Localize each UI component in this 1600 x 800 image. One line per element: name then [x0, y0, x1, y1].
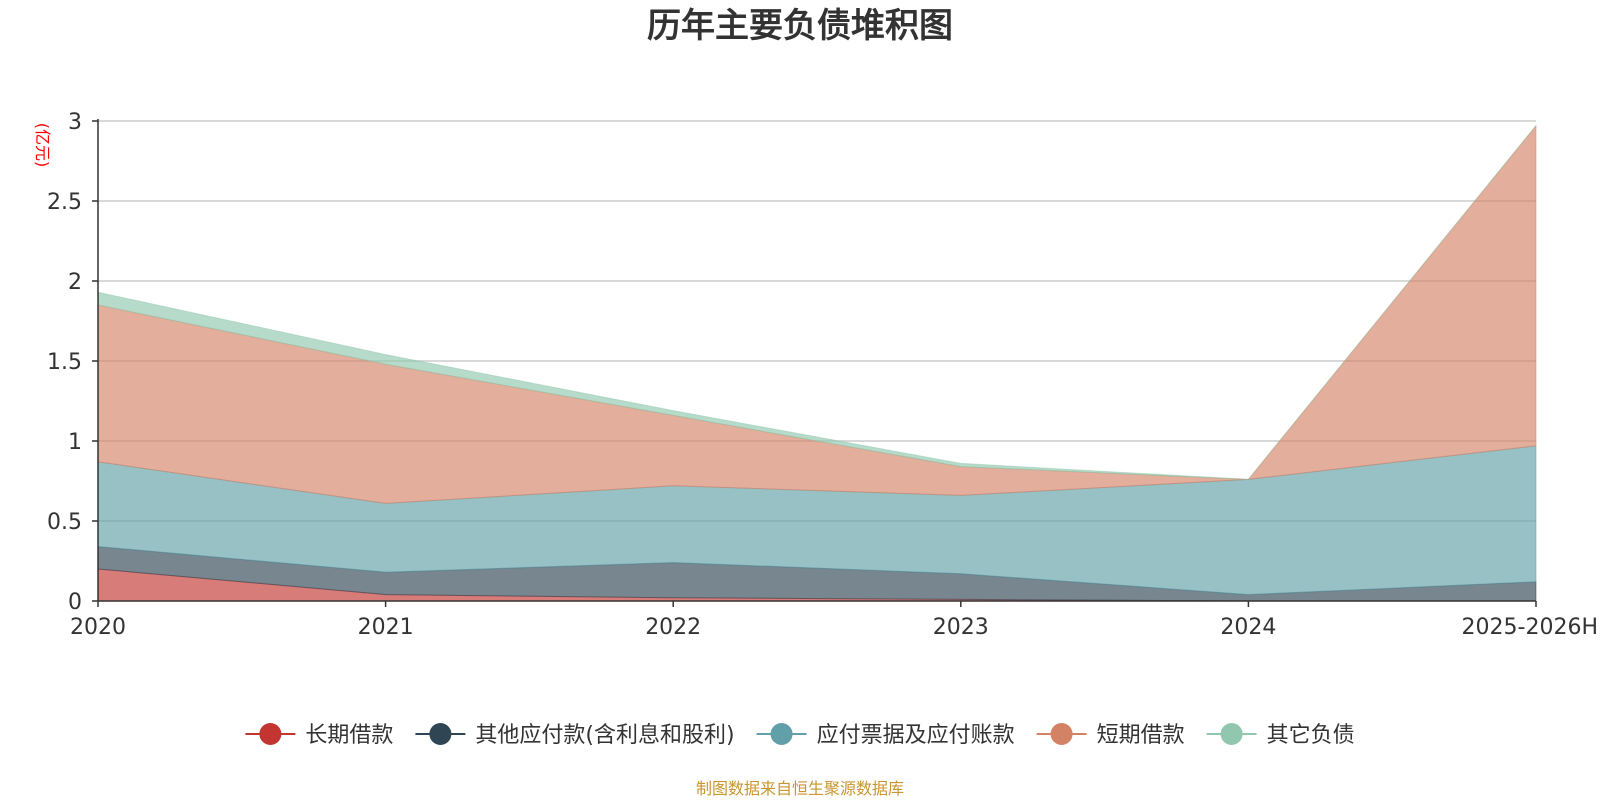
legend-label: 应付票据及应付账款 — [817, 723, 1015, 748]
legend-marker — [429, 723, 452, 745]
y-tick-label: 1 — [68, 430, 82, 455]
x-tick-label: 2024 — [1220, 615, 1276, 640]
legend-label: 长期借款 — [305, 723, 393, 748]
legend-marker — [770, 723, 793, 745]
x-tick-label: 2025-2026H — [1462, 615, 1598, 640]
legend-item-1[interactable]: 其他应付款(含利息和股利) — [415, 723, 735, 748]
x-tick-label: 2022 — [645, 615, 701, 640]
series-area-3 — [97, 124, 1537, 504]
legend-label: 其它负债 — [1267, 723, 1355, 748]
legend-item-4[interactable]: 其它负债 — [1206, 723, 1355, 748]
legend-item-2[interactable]: 应付票据及应付账款 — [756, 723, 1015, 748]
axes: 0 0.5 1 1.5 2 2.5 3 2020 2021 2022 2023 2024 2025-20… — [47, 110, 1598, 640]
legend-label: 其他应付款(含利息和股利) — [475, 723, 734, 748]
legend-item-0[interactable]: 长期借款 — [245, 723, 393, 748]
y-tick-label: 2.5 — [47, 190, 82, 215]
legend-item-3[interactable]: 短期借款 — [1036, 723, 1185, 748]
series-area-4 — [97, 125, 1537, 480]
x-tick-label: 2023 — [933, 615, 989, 640]
legend-marker — [1220, 723, 1243, 745]
legend: 长期借款 其他应付款(含利息和股利) 应付票据及应付账款 短期借款 其它负债 — [245, 723, 1355, 748]
y-axis-unit-label: (亿元) — [33, 123, 52, 168]
y-tick-label: 0.5 — [47, 510, 82, 535]
y-tick-label: 1.5 — [47, 350, 82, 375]
y-tick-label: 3 — [68, 110, 82, 135]
legend-marker — [259, 723, 282, 745]
y-tick-label: 2 — [68, 270, 82, 295]
chart-title: 历年主要负债堆积图 — [647, 6, 953, 46]
x-tick-label: 2021 — [358, 615, 414, 640]
data-source-note: 制图数据来自恒生聚源数据库 — [696, 779, 904, 798]
legend-marker — [1050, 723, 1073, 745]
x-tick-label: 2020 — [70, 615, 126, 640]
y-tick-label: 0 — [68, 590, 82, 615]
series-areas — [97, 124, 1537, 602]
legend-label: 短期借款 — [1097, 723, 1185, 748]
